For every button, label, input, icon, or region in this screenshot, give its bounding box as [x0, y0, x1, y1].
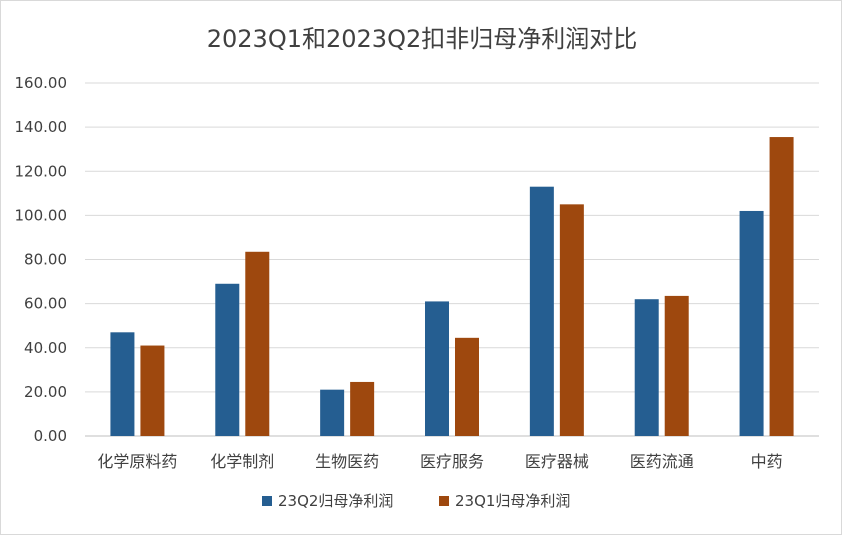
bar-series1-0 [110, 332, 135, 436]
y-tick-label: 60.00 [24, 295, 67, 313]
legend-label-2: 23Q1归母净利润 [455, 492, 570, 510]
x-category-label: 化学原料药 [97, 452, 177, 471]
y-axis-tick-labels: 0.00 20.00 40.00 60.00 80.00 100.00 120.00 140.… [15, 74, 68, 445]
y-tick-label: 0.00 [34, 427, 67, 445]
bars [110, 137, 794, 436]
legend-label-1: 23Q2归母净利润 [278, 492, 393, 510]
bar-series1-6 [739, 210, 764, 436]
x-category-label: 医疗器械 [525, 452, 589, 471]
bar-series2-3 [455, 337, 479, 436]
bar-series1-2 [320, 389, 345, 436]
y-tick-label: 160.00 [15, 74, 68, 92]
bar-series2-6 [769, 137, 794, 436]
bar-series1-5 [634, 299, 659, 436]
bar-series1-4 [529, 186, 554, 436]
x-category-label: 医药流通 [630, 452, 694, 471]
y-tick-label: 120.00 [15, 162, 68, 180]
y-tick-label: 40.00 [24, 339, 67, 357]
x-category-label: 生物医药 [315, 452, 379, 471]
legend: 23Q2归母净利润 23Q1归母净利润 [262, 492, 570, 510]
bar-series1-1 [215, 283, 240, 436]
x-category-label: 医疗服务 [420, 452, 484, 471]
bar-series2-1 [245, 251, 270, 436]
x-category-label: 中药 [751, 452, 783, 471]
bar-series2-2 [350, 381, 375, 436]
y-tick-label: 100.00 [15, 206, 68, 224]
bar-series1-3 [425, 301, 449, 436]
gridlines [85, 82, 819, 437]
y-tick-label: 140.00 [15, 118, 68, 136]
y-tick-label: 80.00 [24, 251, 67, 269]
x-category-label: 化学制剂 [210, 452, 274, 471]
chart-title: 2023Q1和2023Q2扣非归母净利润对比 [207, 25, 637, 53]
bar-series2-4 [559, 204, 584, 436]
legend-swatch-1 [262, 496, 272, 506]
bar-series2-0 [140, 345, 165, 436]
legend-swatch-2 [439, 496, 449, 506]
y-tick-label: 20.00 [24, 383, 67, 401]
bar-series2-5 [664, 295, 689, 436]
x-axis-category-labels: 化学原料药 化学制剂 生物医药 医疗服务 医疗器械 医药流通 中药 [97, 452, 782, 471]
